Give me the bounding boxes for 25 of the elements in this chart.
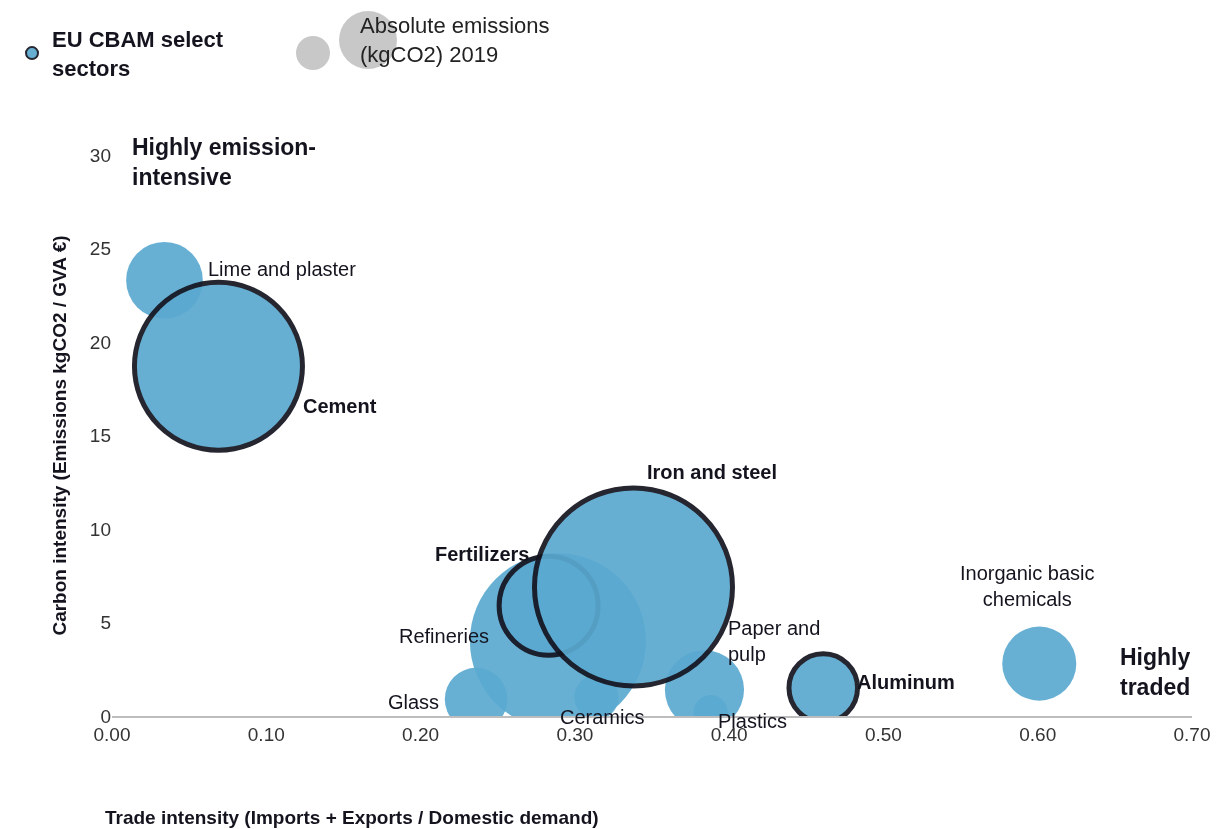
annotation: Inorganic basic chemicals [960, 562, 1095, 610]
annotation: Cement [303, 395, 377, 417]
annotation: Fertilizers [435, 543, 530, 565]
x-tick-label: 0.70 [1173, 723, 1211, 745]
annotation: Lime and plaster [208, 258, 357, 280]
y-tick-label: 15 [89, 425, 111, 447]
y-tick-label: 25 [89, 238, 111, 260]
annotation: Highly traded [1120, 644, 1191, 700]
x-tick-label: 0.50 [864, 723, 902, 745]
x-tick-label: 0.10 [247, 723, 285, 745]
y-tick-label: 30 [89, 144, 111, 166]
x-tick-label: 0.20 [402, 723, 440, 745]
annotation: Highly emission-intensive [132, 134, 317, 190]
annotation: Paper and pulp [728, 617, 821, 665]
y-tick-label: 20 [89, 331, 111, 353]
legend-label: EU CBAM select sectors [52, 27, 224, 81]
x-tick-label: 0.30 [556, 723, 594, 745]
x-axis-title: Trade intensity (Imports + Exports / Domestic demand) [105, 807, 599, 828]
annotation: Iron and steel [647, 461, 778, 483]
annotation: Glass [388, 691, 440, 713]
y-tick-label: 5 [100, 612, 111, 634]
y-axis-title: Carbon intensity (Emissions kgCO2 / GVA €) [48, 235, 70, 636]
x-tick-label: 0.60 [1019, 723, 1057, 745]
legend-title: Absolute emissions (kgCO2) 2019 [360, 13, 550, 67]
y-tick-label: 10 [89, 518, 111, 540]
